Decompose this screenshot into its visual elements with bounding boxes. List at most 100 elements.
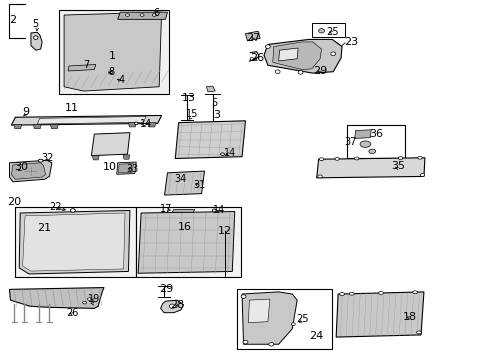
Bar	[136, 207, 241, 277]
Ellipse shape	[412, 291, 417, 294]
Polygon shape	[9, 288, 104, 309]
Bar	[59, 10, 168, 94]
Ellipse shape	[125, 14, 129, 16]
Polygon shape	[272, 42, 321, 69]
Polygon shape	[50, 125, 58, 129]
Text: 25: 25	[295, 314, 307, 324]
Ellipse shape	[319, 158, 323, 161]
Ellipse shape	[70, 209, 75, 212]
Ellipse shape	[317, 175, 322, 178]
Text: 34: 34	[174, 174, 186, 184]
Ellipse shape	[291, 323, 295, 325]
Polygon shape	[31, 32, 42, 50]
Text: 32: 32	[41, 153, 54, 163]
Text: 17: 17	[160, 204, 172, 215]
Bar	[237, 289, 331, 349]
Text: 4: 4	[118, 75, 124, 85]
Text: 28: 28	[170, 300, 184, 310]
Polygon shape	[264, 40, 341, 73]
Ellipse shape	[330, 52, 335, 55]
Ellipse shape	[82, 301, 86, 304]
Ellipse shape	[212, 209, 216, 212]
Polygon shape	[118, 12, 167, 19]
Text: 29: 29	[159, 284, 173, 294]
Ellipse shape	[134, 122, 138, 125]
Text: 26: 26	[249, 53, 263, 63]
Ellipse shape	[354, 157, 358, 160]
Text: 24: 24	[309, 331, 323, 341]
Ellipse shape	[318, 29, 324, 33]
Polygon shape	[316, 158, 424, 178]
Text: 27: 27	[245, 33, 260, 43]
Ellipse shape	[241, 295, 245, 298]
Bar	[15, 207, 136, 277]
Text: 9: 9	[22, 107, 30, 117]
Bar	[311, 23, 344, 37]
Text: 15: 15	[186, 109, 198, 119]
Ellipse shape	[249, 58, 253, 60]
Text: 18: 18	[403, 312, 416, 322]
Text: 14: 14	[213, 206, 225, 216]
Ellipse shape	[348, 292, 353, 295]
Ellipse shape	[169, 304, 175, 309]
Polygon shape	[206, 86, 215, 92]
Ellipse shape	[368, 149, 375, 153]
Polygon shape	[22, 213, 125, 271]
Text: 33: 33	[126, 164, 138, 174]
Polygon shape	[117, 162, 136, 174]
Ellipse shape	[378, 292, 383, 294]
Text: 11: 11	[64, 103, 78, 113]
Ellipse shape	[265, 45, 270, 48]
Ellipse shape	[87, 298, 91, 300]
Polygon shape	[9, 160, 52, 182]
Polygon shape	[138, 212, 234, 273]
Ellipse shape	[34, 36, 38, 40]
Text: 36: 36	[368, 129, 383, 139]
Text: 19: 19	[88, 294, 100, 304]
Ellipse shape	[417, 156, 421, 159]
Text: 5: 5	[33, 19, 39, 29]
Text: 12: 12	[218, 226, 232, 236]
Ellipse shape	[152, 14, 156, 16]
Polygon shape	[175, 121, 245, 158]
Polygon shape	[335, 292, 423, 337]
Polygon shape	[172, 210, 194, 212]
Text: 22: 22	[49, 202, 61, 212]
Ellipse shape	[359, 141, 370, 147]
Text: 7: 7	[83, 60, 89, 70]
Text: 30: 30	[14, 162, 28, 172]
Polygon shape	[128, 123, 136, 127]
Text: 20: 20	[7, 197, 21, 207]
Polygon shape	[242, 292, 297, 344]
Polygon shape	[14, 125, 21, 129]
Ellipse shape	[243, 340, 247, 344]
Polygon shape	[11, 116, 161, 125]
Polygon shape	[33, 125, 41, 129]
Ellipse shape	[220, 153, 224, 156]
Text: 14: 14	[224, 148, 236, 158]
Text: 1: 1	[108, 51, 115, 61]
Polygon shape	[19, 211, 130, 274]
Text: 25: 25	[325, 27, 338, 37]
Polygon shape	[118, 163, 133, 173]
Text: 5: 5	[211, 98, 217, 108]
Text: 31: 31	[193, 180, 205, 190]
Polygon shape	[91, 133, 130, 156]
Text: 10: 10	[102, 162, 117, 172]
Polygon shape	[64, 12, 161, 91]
Text: 6: 6	[153, 8, 160, 18]
Ellipse shape	[334, 157, 339, 160]
Ellipse shape	[275, 70, 280, 73]
Text: 16: 16	[178, 222, 192, 232]
Text: 3: 3	[212, 111, 219, 121]
Polygon shape	[354, 130, 370, 138]
Polygon shape	[278, 48, 298, 61]
Ellipse shape	[419, 174, 424, 176]
Polygon shape	[160, 300, 183, 313]
Ellipse shape	[298, 71, 303, 74]
Text: 37: 37	[344, 138, 356, 147]
Text: 29: 29	[312, 66, 326, 76]
Text: 8: 8	[109, 67, 115, 77]
Text: 2: 2	[9, 15, 17, 26]
Text: 21: 21	[38, 224, 52, 233]
